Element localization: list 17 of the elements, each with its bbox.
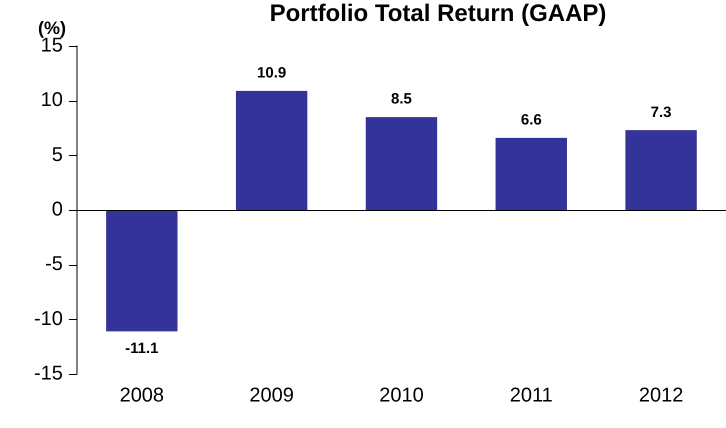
data-label: 10.9 xyxy=(257,64,286,82)
x-tick-label: 2009 xyxy=(249,384,294,407)
x-tick-label: 2010 xyxy=(379,384,424,407)
data-label: 8.5 xyxy=(391,90,412,108)
y-tick-label: 5 xyxy=(52,144,63,166)
x-tick-label: 2011 xyxy=(510,384,553,407)
y-tick-label: -5 xyxy=(45,253,63,276)
data-label: -11.1 xyxy=(125,340,159,357)
y-tick-label: 10 xyxy=(40,89,63,112)
y-tick-label: -15 xyxy=(34,362,63,385)
x-tick-label: 2008 xyxy=(120,384,164,407)
y-tick-label: 0 xyxy=(52,198,63,221)
y-tick-label: -10 xyxy=(34,308,63,330)
x-tick-label: 2012 xyxy=(638,384,684,407)
chart-title: Portfolio Total Return (GAAP) xyxy=(268,0,608,28)
data-label: 6.6 xyxy=(520,111,542,128)
data-label: 7.3 xyxy=(650,104,672,121)
